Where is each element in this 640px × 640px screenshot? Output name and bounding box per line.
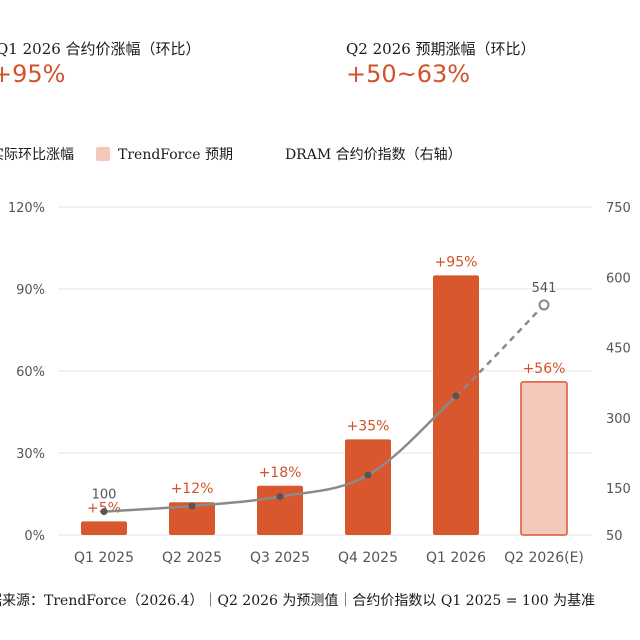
bar-actual [169,502,215,535]
bar-value-label: +56% [523,361,566,377]
bar-actual [433,275,479,535]
x-tick-label: Q1 2025 [74,550,134,566]
bar-value-label: +18% [259,465,302,481]
chart-legend: 实际环比涨幅 TrendForce 预期 DRAM 合约价指数（右轴） [0,144,484,164]
y2-tick-label: 50 [606,529,623,544]
x-tick-label: Q2 2026(E) [504,550,584,566]
kpi-q1-label: Q1 2026 合约价涨幅（环比） [0,40,201,58]
legend-label-index: DRAM 合约价指数（右轴） [284,147,462,163]
index-point [100,508,108,516]
y-tick-label: 90% [16,283,45,298]
y2-tick-label: 300 [606,412,631,427]
index-line-forecast [455,304,545,397]
index-point [188,502,196,510]
legend-item-index: DRAM 合约价指数（右轴） [285,144,462,164]
x-tick-label: Q3 2025 [250,550,310,566]
y-tick-label: 60% [16,365,45,380]
y2-tick-label: 750 [606,201,631,216]
bar-actual [81,521,127,535]
index-point-forecast [538,299,550,311]
legend-label-forecast: TrendForce 预期 [118,147,233,163]
y-tick-label: 120% [8,201,45,216]
kpi-q1-value: +95% [0,60,66,88]
legend-item-actual: 实际环比涨幅 [0,144,74,164]
y2-tick-label: 600 [606,271,631,286]
y2-tick-label: 450 [606,342,631,357]
kpi-q2-value: +50~63% [346,60,471,88]
legend-swatch-forecast [96,147,110,161]
y2-tick-label: 150 [606,482,631,497]
bar-value-label: +95% [435,254,478,270]
y-tick-label: 0% [24,529,45,544]
bar-actual [345,439,391,535]
legend-label-actual: 实际环比涨幅 [0,147,74,163]
index-point [452,392,460,400]
legend-item-forecast: TrendForce 预期 [96,144,233,164]
index-value-label: 100 [92,488,117,503]
index-point [276,493,284,501]
x-tick-label: Q4 2025 [338,550,398,566]
y-tick-label: 30% [16,447,45,462]
kpi-q2-label: Q2 2026 预期涨幅（环比） [346,40,536,58]
x-tick-label: Q2 2025 [162,550,222,566]
x-tick-label: Q1 2026 [426,550,486,566]
bar-forecast [520,381,568,536]
source-footnote: 据来源：TrendForce（2026.4）｜Q2 2026 为预测值｜合约价指… [0,593,596,609]
index-point [364,471,372,479]
index-value-label: 541 [532,281,557,296]
bar-value-label: +35% [347,418,390,434]
bar-value-label: +12% [171,481,214,497]
